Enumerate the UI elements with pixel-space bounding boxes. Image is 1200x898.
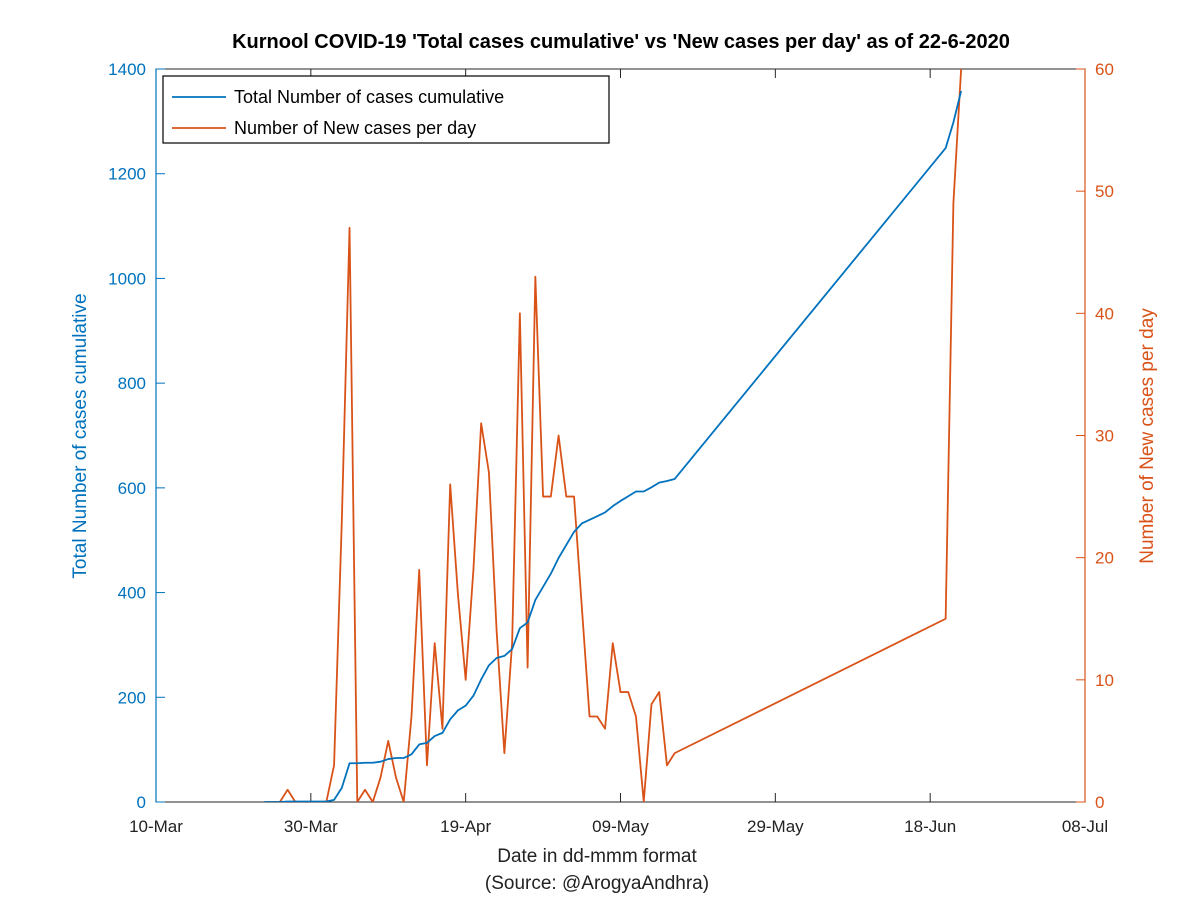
series-layer — [264, 69, 963, 802]
y-right-tick-label: 20 — [1095, 549, 1114, 568]
y-left-tick-label: 0 — [137, 793, 146, 812]
x-tick-label: 29-May — [747, 817, 804, 836]
chart-title: Kurnool COVID-19 'Total cases cumulative… — [232, 31, 1010, 53]
legend-label-cumulative: Total Number of cases cumulative — [234, 87, 504, 107]
y-left-tick-label: 400 — [118, 584, 146, 603]
x-axis: 10-Mar 30-Mar 19-Apr 09-May 29-May 18-Jun 08-J… — [129, 69, 1108, 836]
series-line-cumulative — [264, 90, 963, 802]
y-right-tick-label: 30 — [1095, 427, 1114, 446]
x-axis-source-label: (Source: @ArogyaAndhra) — [485, 873, 709, 894]
x-tick-label: 10-Mar — [129, 817, 183, 836]
y-right-tick-label: 0 — [1095, 793, 1104, 812]
y-left-tick-label: 600 — [118, 479, 146, 498]
y-left-tick-label: 1200 — [108, 165, 146, 184]
y-left-tick-label: 200 — [118, 688, 146, 707]
x-tick-label: 08-Jul — [1062, 817, 1108, 836]
x-tick-label: 09-May — [592, 817, 649, 836]
y-right-tick-label: 60 — [1095, 60, 1114, 79]
legend-box — [162, 75, 610, 144]
x-tick-label: 18-Jun — [904, 817, 956, 836]
y-right-tick-label: 40 — [1095, 304, 1114, 323]
y-left-tick-label: 800 — [118, 374, 146, 393]
y-axis-left-label: Total Number of cases cumulative — [70, 293, 91, 578]
y-axis-right-label: Number of New cases per day — [1137, 308, 1158, 564]
series-line-daily — [264, 69, 963, 802]
legend-label-daily: Number of New cases per day — [234, 118, 476, 138]
y-right-tick-label: 10 — [1095, 671, 1114, 690]
y-left-tick-label: 1400 — [108, 60, 146, 79]
y-right-tick-label: 50 — [1095, 182, 1114, 201]
y-axis-left: 0 200 400 600 800 1000 1200 1400 — [108, 60, 165, 812]
x-tick-label: 30-Mar — [284, 817, 338, 836]
x-axis-label: Date in dd-mmm format — [497, 846, 697, 867]
x-tick-label: 19-Apr — [440, 817, 491, 836]
y-axis-right: 0 10 20 30 40 50 60 — [1076, 60, 1114, 812]
y-left-tick-label: 1000 — [108, 269, 146, 288]
legend: Total Number of cases cumulative Number … — [162, 75, 610, 144]
